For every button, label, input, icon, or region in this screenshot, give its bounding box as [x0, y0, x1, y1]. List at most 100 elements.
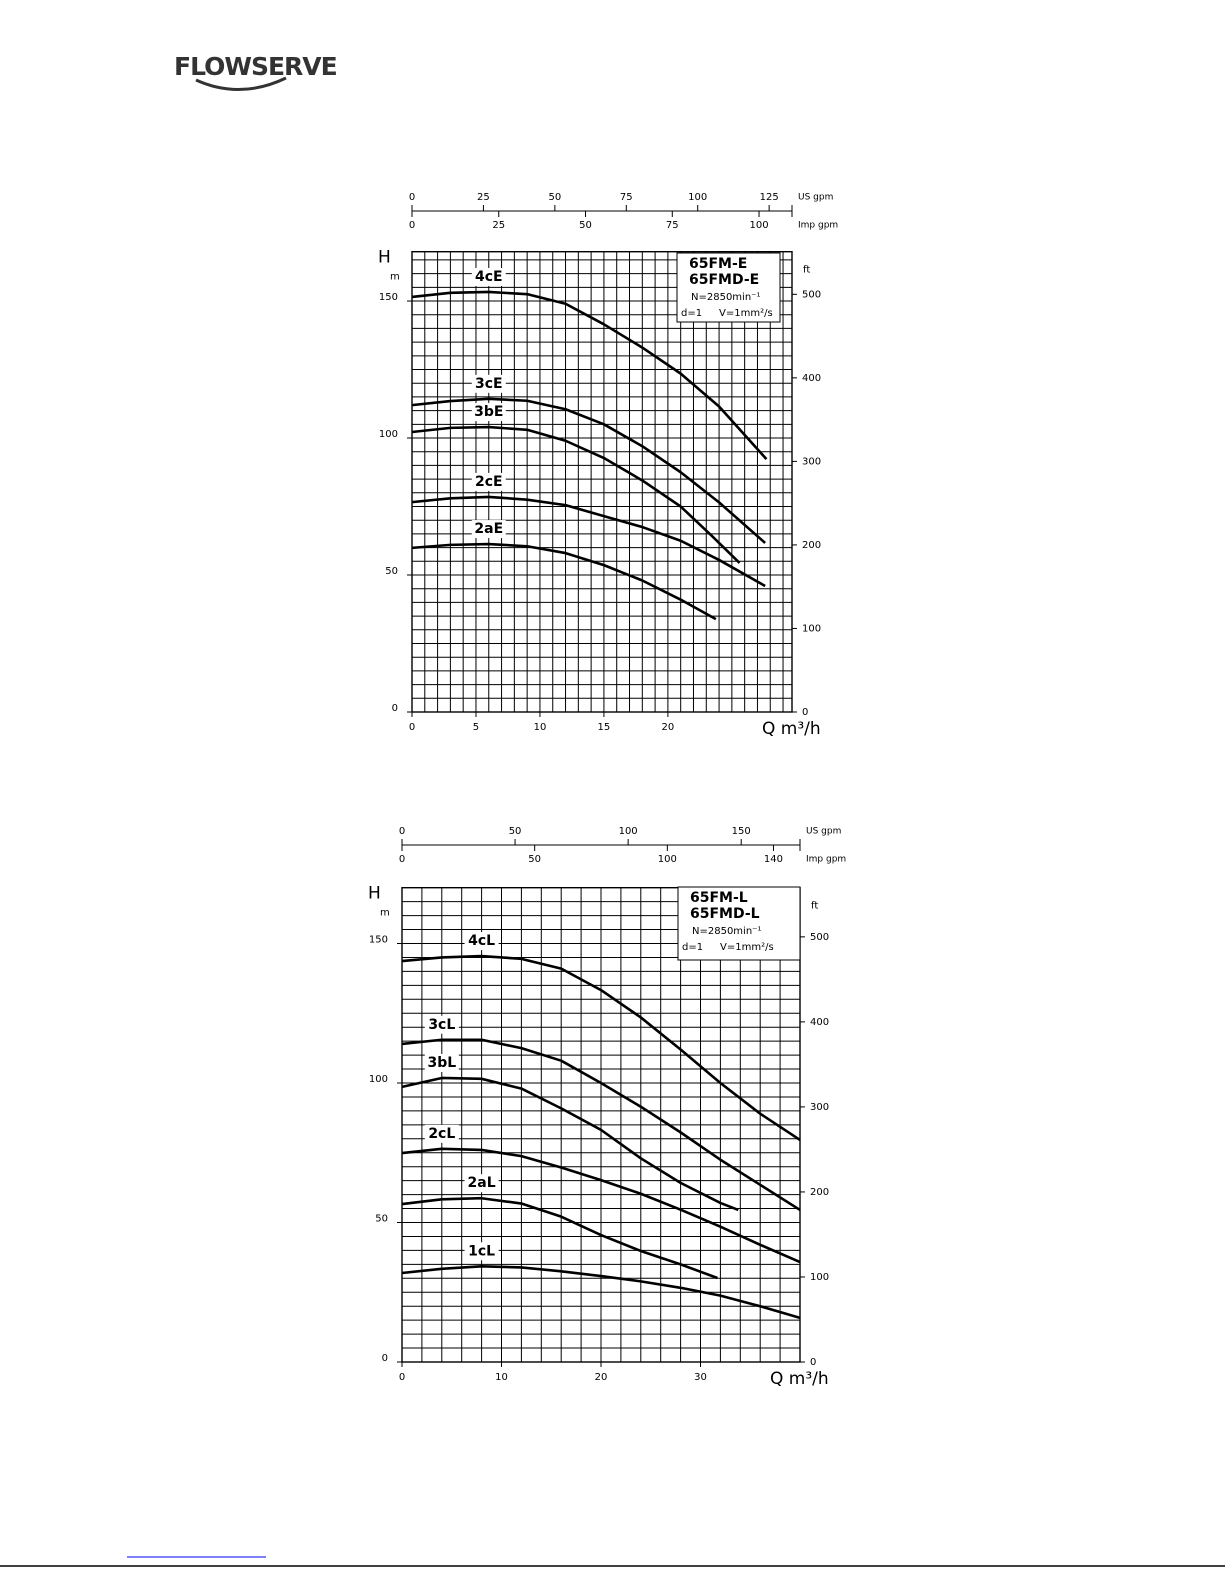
curve-label-bg: [471, 267, 506, 286]
y2-tick-label: 500: [810, 932, 829, 943]
curve-label-bg: [424, 1124, 459, 1143]
curve-label: 2aL: [468, 1175, 496, 1191]
y-tick-label: 150: [379, 292, 398, 303]
y-tick-label: 150: [369, 935, 388, 946]
y2-tick-label: 500: [802, 289, 821, 300]
top-tick-label: 100: [688, 192, 707, 203]
top-tick-label: 50: [528, 854, 541, 865]
y-tick-label: 50: [375, 1214, 388, 1225]
y-axis-label: H: [378, 248, 391, 268]
x-tick-label: 15: [598, 722, 611, 733]
viscosity: V=1mm²/s: [720, 942, 774, 953]
x-tick-label: 10: [534, 722, 547, 733]
curve-label-bg: [471, 472, 506, 491]
pump-curve: [401, 1196, 718, 1280]
viscosity: V=1mm²/s: [719, 308, 773, 319]
curve-label: 4cL: [468, 933, 495, 949]
model-name: 65FMD-E: [689, 272, 759, 288]
speed: N=2850min⁻¹: [692, 926, 761, 937]
top-tick-label: 150: [732, 826, 751, 837]
y2-tick-label: 400: [802, 373, 821, 384]
top-tick-label: 75: [666, 220, 679, 231]
top-tick-label: 100: [658, 854, 677, 865]
y2-unit: ft: [811, 901, 818, 912]
curve-label: 3bL: [427, 1055, 456, 1071]
y-tick-label: 100: [379, 429, 398, 440]
x-tick-label: 0: [399, 1372, 405, 1383]
y2-tick-label: 0: [810, 1357, 816, 1368]
curve-label-bg: [471, 403, 506, 422]
speed: N=2850min⁻¹: [691, 292, 760, 303]
density: d=1: [681, 308, 702, 319]
x-tick-label: 20: [595, 1372, 608, 1383]
model-name: 65FM-E: [689, 256, 747, 272]
top-tick-label: 50: [509, 826, 522, 837]
pump-curve: [401, 1147, 801, 1264]
y2-tick-label: 200: [810, 1187, 829, 1198]
model-name: 65FMD-L: [690, 906, 760, 922]
top-tick-label: 125: [760, 192, 779, 203]
model-name: 65FM-L: [690, 890, 748, 906]
curve-label: 1cL: [468, 1243, 495, 1259]
pump-curve: [411, 542, 717, 621]
top-tick-label: 25: [492, 220, 505, 231]
y-unit: m: [380, 908, 390, 919]
pump-curve: [401, 954, 801, 1142]
curve-label-bg: [464, 1242, 499, 1261]
top-tick-label: 100: [749, 220, 768, 231]
pump-curve: [411, 495, 766, 588]
pump-curve: [401, 1038, 801, 1212]
density: d=1: [682, 942, 703, 953]
pump-curve: [401, 1265, 801, 1320]
curve-label-bg: [471, 520, 506, 539]
curve-label: 3cL: [428, 1017, 455, 1033]
y2-tick-label: 300: [802, 456, 821, 467]
top-tick-label: 75: [620, 192, 633, 203]
info-box: [676, 252, 781, 323]
y-tick-label: 100: [369, 1074, 388, 1085]
curve-label-bg: [464, 1174, 499, 1193]
top-tick-label: 0: [409, 220, 415, 231]
x-tick-label: 20: [662, 722, 675, 733]
x-axis-label: Q m³/h: [762, 719, 821, 739]
y2-tick-label: 0: [802, 707, 808, 718]
x-axis-label: Q m³/h: [770, 1369, 829, 1389]
x-tick-label: 0: [409, 722, 415, 733]
plot-frame: [411, 250, 793, 713]
top-axis-label: Imp gpm: [806, 855, 846, 865]
top-tick-label: 25: [477, 192, 490, 203]
curve-label: 2aE: [474, 521, 503, 537]
pump-curve: [401, 1076, 739, 1212]
top-tick-label: 0: [399, 826, 405, 837]
curve-label: 4cE: [475, 269, 503, 285]
top-axis-label: Imp gpm: [798, 221, 838, 231]
pump-curve: [411, 397, 766, 544]
y2-tick-label: 200: [802, 540, 821, 551]
y2-unit: ft: [803, 265, 810, 276]
y-axis-label: H: [368, 884, 381, 904]
x-tick-label: 30: [694, 1372, 707, 1383]
y-tick-label: 0: [392, 703, 398, 714]
y-tick-label: 0: [382, 1353, 388, 1364]
logo-swoosh: [195, 76, 287, 91]
curve-label: 3bE: [474, 404, 503, 420]
curve-label-bg: [464, 932, 499, 951]
top-tick-label: 100: [619, 826, 638, 837]
curve-label-bg: [471, 374, 506, 393]
curve-label-bg: [424, 1053, 459, 1072]
top-tick-label: 0: [409, 192, 415, 203]
x-tick-label: 10: [495, 1372, 508, 1383]
x-tick-label: 5: [473, 722, 479, 733]
top-tick-label: 0: [399, 854, 405, 865]
y2-tick-label: 400: [810, 1017, 829, 1028]
logo: FLOWSERVE: [174, 52, 337, 81]
pump-curve: [411, 290, 768, 460]
curve-label: 2cE: [475, 474, 503, 490]
y2-tick-label: 300: [810, 1102, 829, 1113]
y2-tick-label: 100: [802, 623, 821, 634]
info-box: [677, 886, 801, 961]
top-axis-label: US gpm: [798, 193, 833, 203]
curve-label: 3cE: [475, 376, 503, 392]
y-unit: m: [390, 272, 400, 283]
